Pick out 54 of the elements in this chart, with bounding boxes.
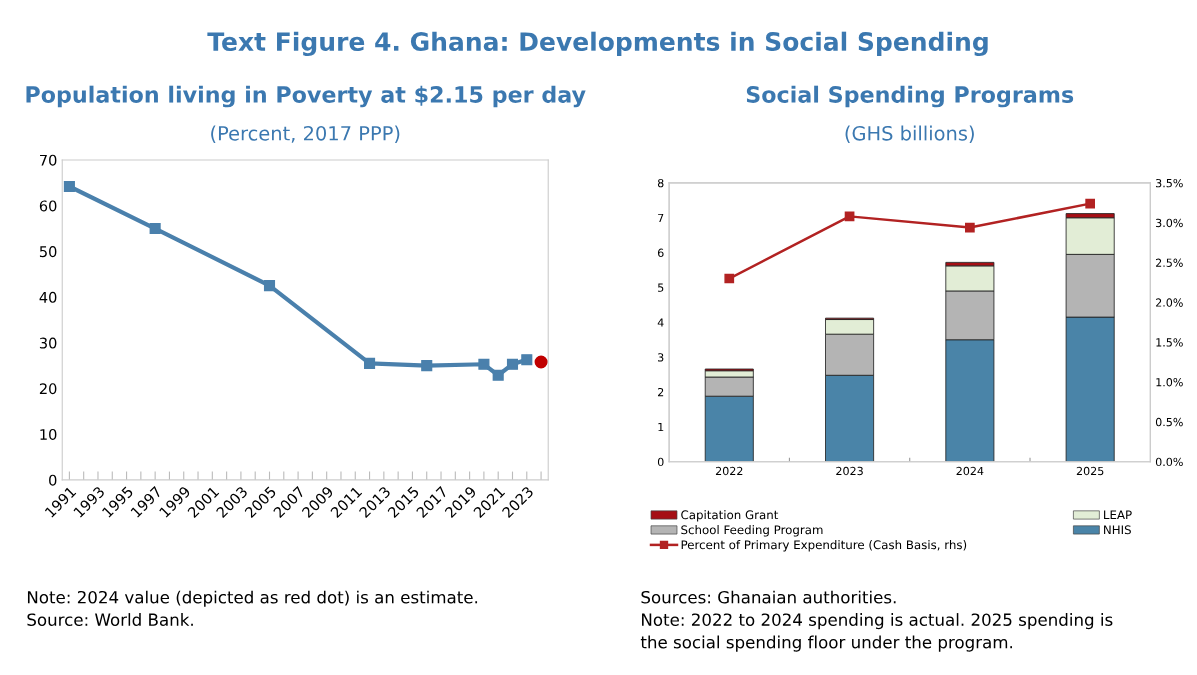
y2-tick-label: 2.5% <box>1155 258 1183 267</box>
y2-tick-label: 1.5% <box>1156 338 1183 347</box>
y2-tick-label: 3.5% <box>1156 178 1183 188</box>
y-tick-label: 30 <box>39 337 57 349</box>
x-tick-label: 2025 <box>1076 466 1104 476</box>
legend-label: Percent of Primary Expenditure (Cash Basis, rhs) <box>681 540 967 552</box>
y-tick-label: 7 <box>658 213 664 222</box>
y-tick-label: 8 <box>657 178 664 188</box>
chart-title: Population living in Poverty at $2.15 per day <box>26 85 586 108</box>
y-tick-label: 60 <box>39 200 57 212</box>
x-tick-label: 2023 <box>836 466 863 476</box>
y-tick-label: 1 <box>658 422 664 432</box>
y2-tick-label: 3.0% <box>1156 218 1183 228</box>
legend-label: Capitation Grant <box>681 510 779 522</box>
point <box>363 357 376 369</box>
point <box>478 358 490 370</box>
text: Text Figure 4. Ghana: Developments in Social Spending <box>207 31 988 57</box>
x-tick-label: 2022 <box>715 466 743 476</box>
x-tick-label: 2024 <box>956 466 984 476</box>
point <box>534 355 548 369</box>
point <box>521 354 533 366</box>
point <box>421 360 433 372</box>
y-tick-label: 0 <box>49 474 57 486</box>
y-tick-label: 50 <box>39 246 57 258</box>
y-tick-label: 4 <box>657 318 664 327</box>
point <box>506 358 519 370</box>
y-tick-label: 3 <box>658 353 664 362</box>
source-note: Sources: Ghanaian authorities. Note: 2022 to 2024 spending is actual. 2025 spending is the social spending floor under the program. <box>640 590 1113 652</box>
legend-label: NHIS <box>1104 525 1131 535</box>
y-tick-label: 2 <box>658 387 664 397</box>
point <box>1085 198 1096 209</box>
point <box>965 222 975 233</box>
point <box>149 222 161 235</box>
legend-label: LEAP <box>1104 510 1132 520</box>
legend-label: School Feeding Program <box>681 525 823 537</box>
y-tick-label: 5 <box>658 283 664 292</box>
point <box>63 180 75 193</box>
y2-tick-label: 0.0% <box>1155 457 1183 467</box>
chart-subtitle: (Percent, 2017 PPP) <box>211 125 400 143</box>
chart-subtitle: (GHS billions) <box>845 125 974 143</box>
y-tick-label: 0 <box>657 457 664 467</box>
chart-title: Social Spending Programs <box>746 85 1074 108</box>
point <box>263 280 276 292</box>
y-tick-label: 20 <box>39 383 57 395</box>
y2-tick-label: 2.0% <box>1155 298 1183 307</box>
point <box>724 273 735 284</box>
point <box>492 369 504 381</box>
y2-tick-label: 0.5% <box>1155 417 1183 427</box>
y-tick-label: 40 <box>39 291 57 303</box>
text: Note: 2024 value (depicted as red dot) is an estimate. Source: World Bank. <box>27 590 478 626</box>
y-tick-label: 10 <box>40 428 57 440</box>
y2-tick-label: 1.0% <box>1156 378 1183 387</box>
y-tick-label: 6 <box>657 248 664 257</box>
y-tick-label: 70 <box>40 154 57 166</box>
